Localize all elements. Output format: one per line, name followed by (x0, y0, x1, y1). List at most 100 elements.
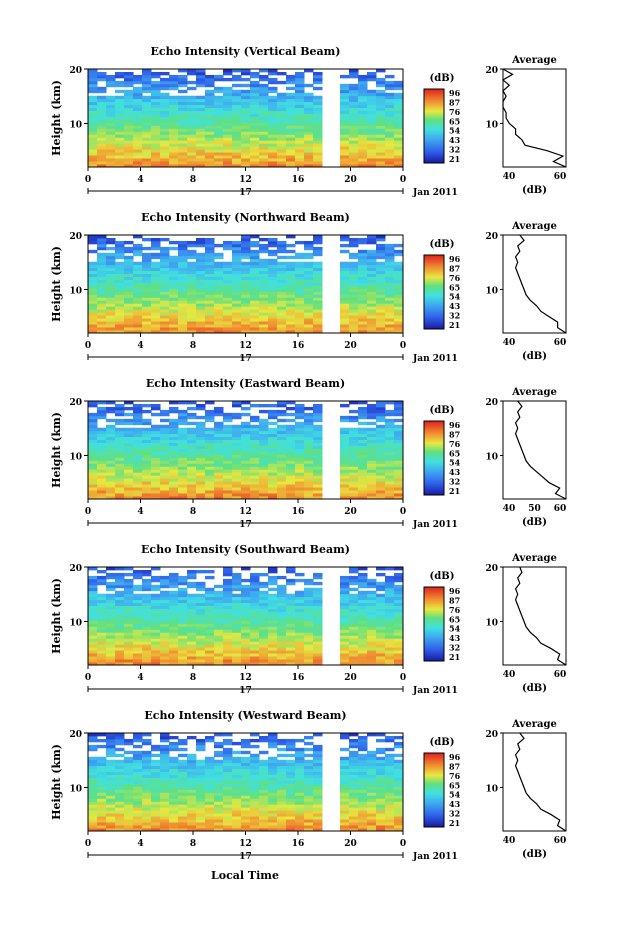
heatmap-cell (214, 89, 224, 94)
heatmap-cell (295, 309, 305, 313)
heatmap-cell (367, 116, 377, 120)
heatmap-cell (259, 457, 269, 461)
heatmap-cell (340, 119, 350, 123)
heatmap-cell (286, 786, 296, 790)
heatmap-cell (133, 638, 143, 642)
heatmap-cell (304, 149, 314, 153)
heatmap-cell (142, 158, 152, 162)
heatmap-cell (277, 656, 287, 660)
heatmap-cell (232, 801, 242, 805)
heatmap-cell (97, 113, 107, 117)
heatmap-cell (268, 327, 278, 331)
heatmap-cell (394, 768, 404, 773)
heatmap-cell (250, 466, 260, 470)
heatmap-cell (187, 327, 197, 331)
heatmap-cell (232, 134, 242, 138)
heatmap-cell (223, 753, 233, 758)
heatmap-cell (169, 300, 179, 304)
heatmap-cell (88, 249, 98, 254)
heatmap-cell (115, 309, 125, 313)
heatmap-cell (133, 448, 143, 452)
heatmap-cell (304, 164, 314, 168)
heatmap-cell (394, 659, 404, 663)
heatmap-cell (115, 240, 125, 245)
heatmap-cell (268, 587, 278, 592)
heatmap-cell (250, 131, 260, 135)
heatmap-cell (367, 433, 377, 438)
heatmap-cell (250, 765, 260, 770)
heatmap-cell (106, 605, 116, 609)
heatmap-cell (304, 122, 314, 126)
heatmap-cell (223, 430, 233, 435)
heatmap-cell (358, 306, 368, 310)
heatmap-cell (97, 330, 107, 334)
heatmap-cell (133, 285, 143, 289)
heatmap-cell (250, 587, 260, 592)
heatmap-cell (232, 771, 242, 775)
heatmap-cell (241, 484, 251, 488)
heatmap-cell (169, 623, 179, 627)
colorbar-tick-label: 65 (449, 448, 460, 458)
heatmap-cell (133, 774, 143, 778)
heatmap-cell (178, 288, 188, 292)
heatmap-cell (241, 92, 251, 97)
heatmap-cell (367, 146, 377, 150)
heatmap-cell (187, 647, 197, 651)
heatmap-cell (277, 747, 287, 752)
heatmap-cell (106, 602, 116, 607)
heatmap-cell (367, 783, 377, 787)
heatmap-cell (268, 137, 278, 141)
heatmap-cell (142, 593, 152, 598)
heatmap-cell (169, 584, 179, 589)
heatmap-cell (151, 587, 161, 592)
heatmap-cell (124, 659, 134, 663)
heatmap-cell (169, 146, 179, 150)
heatmap-cell (178, 650, 188, 654)
heatmap-cell (232, 626, 242, 630)
heatmap-cell (169, 602, 179, 607)
heatmap-cell (187, 599, 197, 604)
heatmap-cell (268, 86, 278, 91)
heatmap-cell (286, 95, 296, 100)
x-tick-label: 20 (344, 673, 357, 683)
heatmap-cell (385, 620, 395, 624)
heatmap-cell (259, 825, 269, 829)
heatmap-cell (376, 324, 386, 328)
heatmap-cell (223, 659, 233, 663)
heatmap-cell (196, 804, 206, 808)
heatmap-cell (241, 273, 251, 277)
heatmap-cell (133, 780, 143, 784)
heatmap-cell (349, 472, 359, 476)
heatmap-cell (349, 659, 359, 663)
profile-y-tick-label: 20 (485, 398, 498, 408)
heatmap-cell (214, 626, 224, 630)
heatmap-cell (106, 134, 116, 138)
heatmap-cell (286, 825, 296, 829)
heatmap-cell (295, 828, 305, 832)
colorbar-tick-label: 32 (449, 311, 460, 321)
heatmap-cell (124, 261, 134, 266)
heatmap-cell (250, 448, 260, 452)
heatmap-cell (367, 656, 377, 660)
heatmap-cell (304, 463, 314, 467)
heatmap-cell (394, 765, 404, 770)
heatmap-cell (115, 451, 125, 455)
colorbar-tick-label: 76 (449, 273, 461, 283)
heatmap-cell (205, 822, 215, 826)
heatmap-cell (313, 330, 323, 334)
heatmap-cell (214, 780, 224, 784)
heatmap-cell (367, 472, 377, 476)
heatmap-cell (178, 599, 188, 604)
heatmap-cell (106, 789, 116, 793)
heatmap-cell (367, 478, 377, 482)
heatmap-cell (277, 246, 287, 251)
heatmap-cell (160, 71, 170, 76)
heatmap-cell (169, 780, 179, 784)
heatmap-cell (160, 80, 170, 85)
heatmap-cell (178, 324, 188, 328)
heatmap-cell (349, 143, 359, 147)
heatmap-cell (205, 324, 215, 328)
heatmap-cell (259, 77, 269, 82)
heatmap-cell (376, 409, 386, 414)
heatmap-cell (214, 641, 224, 645)
